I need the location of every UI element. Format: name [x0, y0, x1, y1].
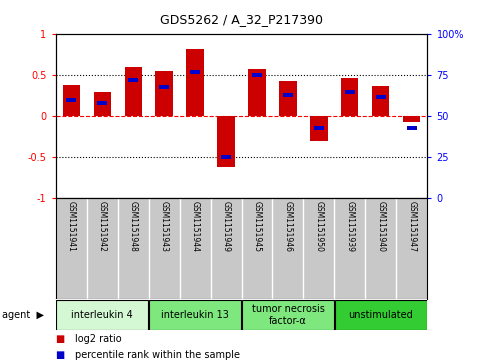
Text: unstimulated: unstimulated	[349, 310, 413, 320]
Text: tumor necrosis
factor-α: tumor necrosis factor-α	[252, 304, 325, 326]
Bar	[372, 86, 389, 116]
Bar	[217, 116, 235, 167]
Text: ■: ■	[56, 334, 65, 344]
Text: GSM1151941: GSM1151941	[67, 201, 75, 252]
Bar	[311, 116, 327, 141]
Text: GSM1151943: GSM1151943	[159, 201, 169, 252]
Text: GSM1151940: GSM1151940	[376, 201, 385, 252]
Bar	[186, 49, 203, 116]
Text: GSM1151950: GSM1151950	[314, 201, 324, 252]
Text: GSM1151939: GSM1151939	[345, 201, 355, 252]
Bar	[407, 126, 417, 130]
Bar	[252, 73, 262, 77]
Text: interleukin 13: interleukin 13	[161, 310, 229, 320]
Bar	[280, 81, 297, 116]
Bar	[158, 85, 170, 89]
Bar	[94, 92, 111, 116]
Bar	[125, 67, 142, 116]
Bar	[335, 300, 427, 330]
Bar	[128, 78, 139, 82]
Bar	[149, 300, 241, 330]
Bar	[344, 90, 355, 94]
Text: GSM1151946: GSM1151946	[284, 201, 293, 252]
Bar	[403, 116, 421, 122]
Bar	[56, 300, 148, 330]
Text: GSM1151949: GSM1151949	[222, 201, 230, 252]
Bar	[66, 98, 76, 102]
Bar	[248, 69, 266, 116]
Bar	[376, 94, 386, 99]
Bar	[97, 101, 107, 105]
Text: log2 ratio: log2 ratio	[75, 334, 122, 344]
Text: GSM1151947: GSM1151947	[408, 201, 416, 252]
Text: percentile rank within the sample: percentile rank within the sample	[75, 350, 240, 360]
Text: interleukin 4: interleukin 4	[71, 310, 133, 320]
Bar	[283, 93, 293, 97]
Text: GSM1151948: GSM1151948	[128, 201, 138, 252]
Bar	[341, 78, 358, 116]
Bar	[190, 70, 200, 74]
Text: GSM1151944: GSM1151944	[190, 201, 199, 252]
Text: ■: ■	[56, 350, 65, 360]
Text: GDS5262 / A_32_P217390: GDS5262 / A_32_P217390	[160, 13, 323, 26]
Bar	[221, 155, 231, 159]
Bar	[313, 126, 325, 130]
Text: GSM1151942: GSM1151942	[98, 201, 107, 252]
Bar	[156, 71, 172, 116]
Text: agent  ▶: agent ▶	[2, 310, 44, 320]
Text: GSM1151945: GSM1151945	[253, 201, 261, 252]
Bar	[242, 300, 334, 330]
Bar	[62, 85, 80, 116]
